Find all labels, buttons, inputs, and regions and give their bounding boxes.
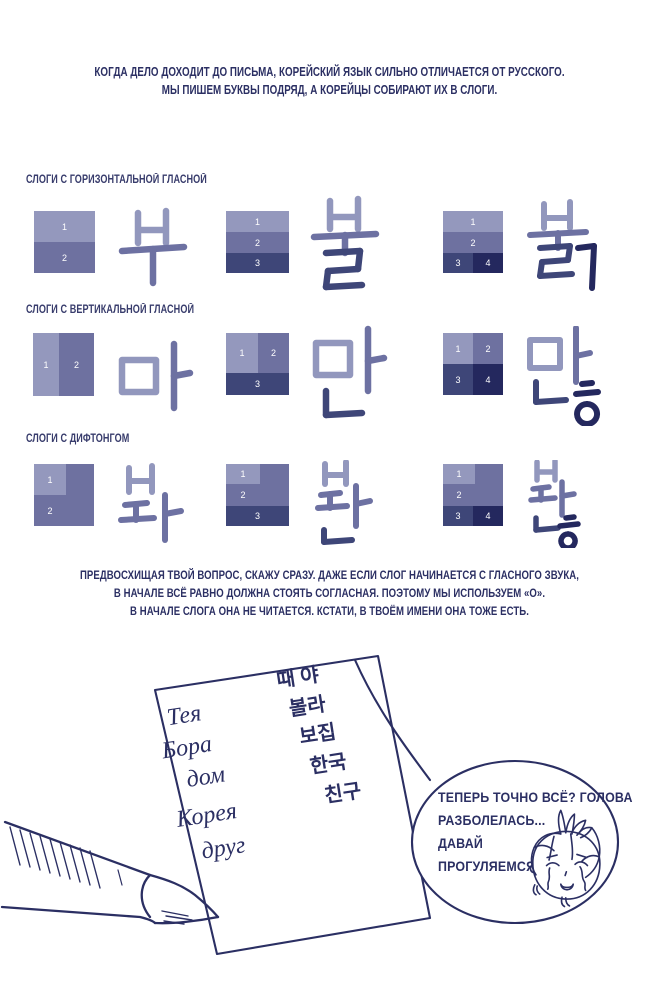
svg-text:Тея: Тея xyxy=(165,700,203,731)
svg-text:РАЗБОЛЕЛАСЬ...: РАЗБОЛЕЛАСЬ... xyxy=(438,813,545,829)
svg-text:ПРОГУЛЯЕМСЯ?: ПРОГУЛЯЕМСЯ? xyxy=(438,859,543,875)
svg-text:ТЕПЕРЬ ТОЧНО ВСЁ? ГОЛОВА: ТЕПЕРЬ ТОЧНО ВСЁ? ГОЛОВА xyxy=(438,790,633,806)
svg-text:ДАВАЙ: ДАВАЙ xyxy=(438,836,483,852)
